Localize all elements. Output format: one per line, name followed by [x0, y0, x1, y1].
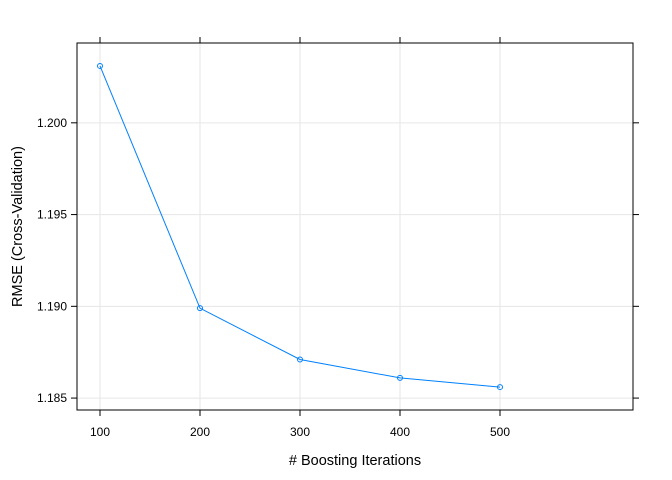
y-axis-label: RMSE (Cross-Validation) [10, 146, 26, 307]
data-point [497, 384, 503, 391]
plot-frame [76, 42, 634, 411]
axis-ticks: 100 200 300 400 500 1.185 1.190 1.195 1.200 [37, 37, 639, 439]
data-point [397, 374, 403, 381]
data-point [197, 305, 203, 312]
x-tick-label: 300 [290, 425, 310, 439]
y-tick-label: 1.195 [37, 208, 67, 222]
x-axis-label: # Boosting Iterations [289, 453, 421, 469]
y-tick-label: 1.200 [37, 116, 67, 130]
grid-lines [77, 43, 633, 410]
x-tick-label: 100 [90, 425, 110, 439]
data-point [97, 62, 103, 69]
x-tick-label: 500 [490, 425, 510, 439]
y-tick-label: 1.190 [37, 299, 67, 313]
series-layer [97, 62, 503, 391]
y-tick-label: 1.185 [37, 391, 67, 405]
data-point [297, 356, 303, 363]
series-line [99, 65, 501, 388]
x-tick-label: 400 [390, 425, 410, 439]
x-tick-label: 200 [190, 425, 210, 439]
